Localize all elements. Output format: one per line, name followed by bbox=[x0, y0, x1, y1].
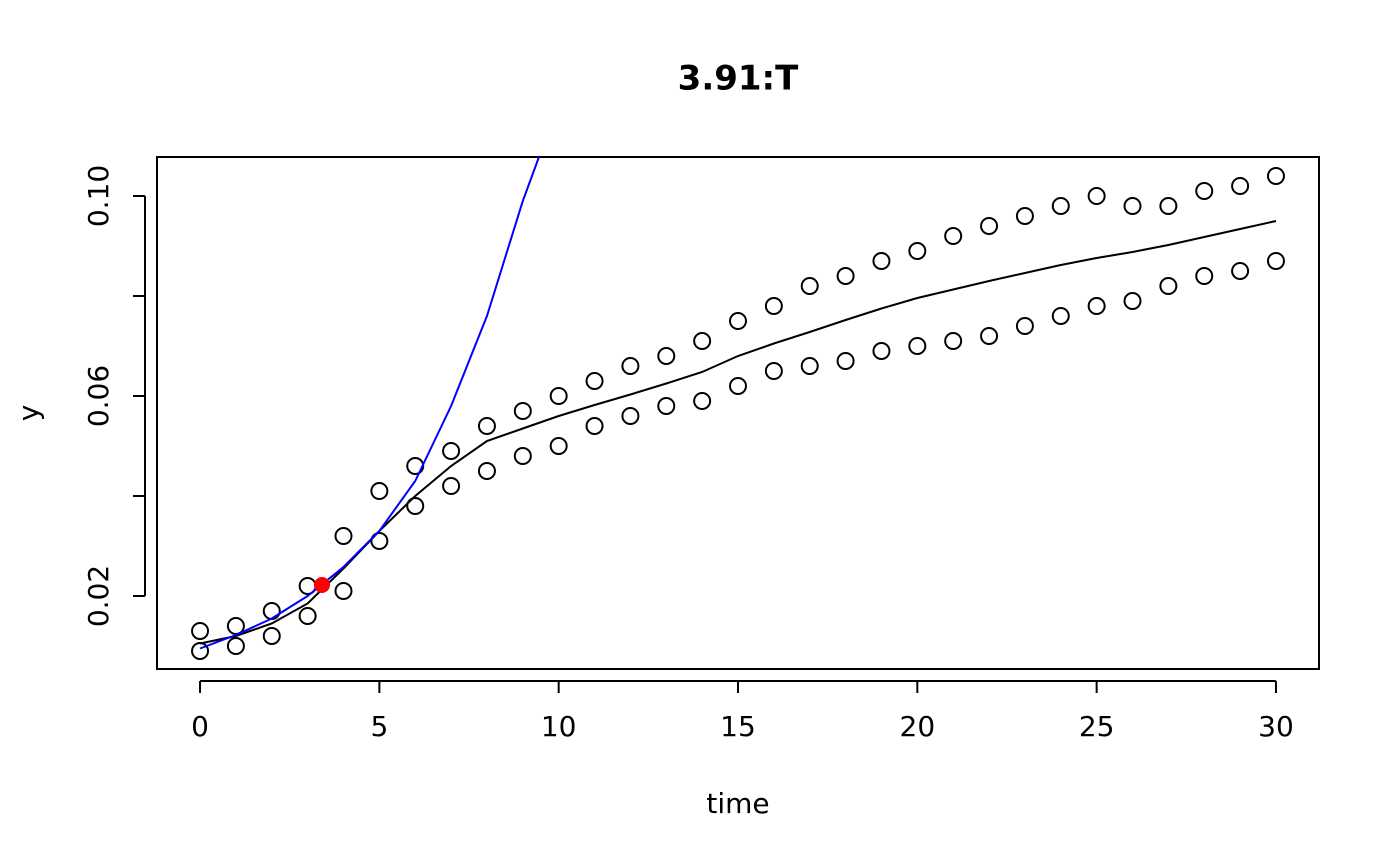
data-point bbox=[872, 252, 891, 270]
data-point bbox=[1231, 177, 1250, 195]
data-point bbox=[764, 362, 783, 380]
x-tick-label: 15 bbox=[720, 710, 756, 743]
x-axis-label: time bbox=[706, 787, 769, 820]
line bbox=[199, 157, 540, 650]
data-point bbox=[334, 582, 353, 600]
data-point bbox=[1266, 252, 1285, 270]
data-point bbox=[836, 352, 855, 370]
data-point bbox=[370, 482, 389, 500]
data-point bbox=[442, 442, 461, 460]
x-tick-label: 25 bbox=[1079, 710, 1115, 743]
data-point bbox=[298, 607, 317, 625]
y-tick-label: 0.06 bbox=[82, 365, 115, 427]
data-point bbox=[657, 347, 676, 365]
data-point bbox=[549, 387, 568, 405]
data-point bbox=[585, 417, 604, 435]
data-point bbox=[262, 602, 281, 620]
y-axis-label: y bbox=[12, 405, 45, 422]
data-point bbox=[980, 217, 999, 235]
data-point bbox=[693, 392, 712, 410]
data-point bbox=[370, 532, 389, 550]
x-tick-label: 20 bbox=[900, 710, 936, 743]
data-point bbox=[334, 527, 353, 545]
data-point bbox=[1123, 197, 1142, 215]
x-tick-label: 10 bbox=[541, 710, 577, 743]
plot-frame bbox=[156, 156, 1320, 670]
x-tick-label: 30 bbox=[1258, 710, 1294, 743]
data-point bbox=[1266, 167, 1285, 185]
data-point bbox=[1231, 262, 1250, 280]
data-point bbox=[908, 337, 927, 355]
data-point bbox=[549, 437, 568, 455]
data-point bbox=[1051, 307, 1070, 325]
data-point bbox=[477, 417, 496, 435]
data-point bbox=[513, 447, 532, 465]
data-point bbox=[442, 477, 461, 495]
data-point bbox=[1087, 187, 1106, 205]
data-point bbox=[1159, 277, 1178, 295]
data-point bbox=[872, 342, 891, 360]
data-point bbox=[657, 397, 676, 415]
data-point bbox=[1195, 182, 1214, 200]
data-point bbox=[621, 357, 640, 375]
data-point bbox=[980, 327, 999, 345]
highlight-point bbox=[313, 577, 330, 593]
data-point bbox=[262, 627, 281, 645]
data-point bbox=[477, 462, 496, 480]
data-point bbox=[800, 277, 819, 295]
data-point bbox=[1015, 317, 1034, 335]
data-point bbox=[1159, 197, 1178, 215]
data-point bbox=[226, 637, 245, 655]
data-point bbox=[729, 377, 747, 395]
data-point bbox=[1087, 297, 1106, 315]
y-tick-label: 0.10 bbox=[82, 165, 115, 227]
data-point bbox=[406, 497, 425, 515]
data-point bbox=[944, 227, 963, 245]
data-point bbox=[908, 242, 927, 260]
data-point bbox=[1051, 197, 1070, 215]
data-point bbox=[1123, 292, 1142, 310]
data-point bbox=[621, 407, 640, 425]
data-point bbox=[944, 332, 963, 350]
data-point bbox=[1015, 207, 1034, 225]
x-tick-label: 0 bbox=[191, 710, 209, 743]
plot-area bbox=[191, 157, 1285, 660]
chart-title: 3.91:T bbox=[678, 59, 799, 99]
data-point bbox=[693, 332, 712, 350]
data-point bbox=[800, 357, 819, 375]
data-point bbox=[764, 297, 783, 315]
data-point bbox=[729, 312, 747, 330]
data-point bbox=[836, 267, 855, 285]
data-point bbox=[1195, 267, 1214, 285]
data-point bbox=[191, 622, 210, 640]
data-point bbox=[513, 402, 532, 420]
data-point bbox=[585, 372, 604, 390]
line bbox=[199, 220, 1277, 645]
x-tick-label: 5 bbox=[370, 710, 388, 743]
y-tick-label: 0.02 bbox=[82, 565, 115, 627]
